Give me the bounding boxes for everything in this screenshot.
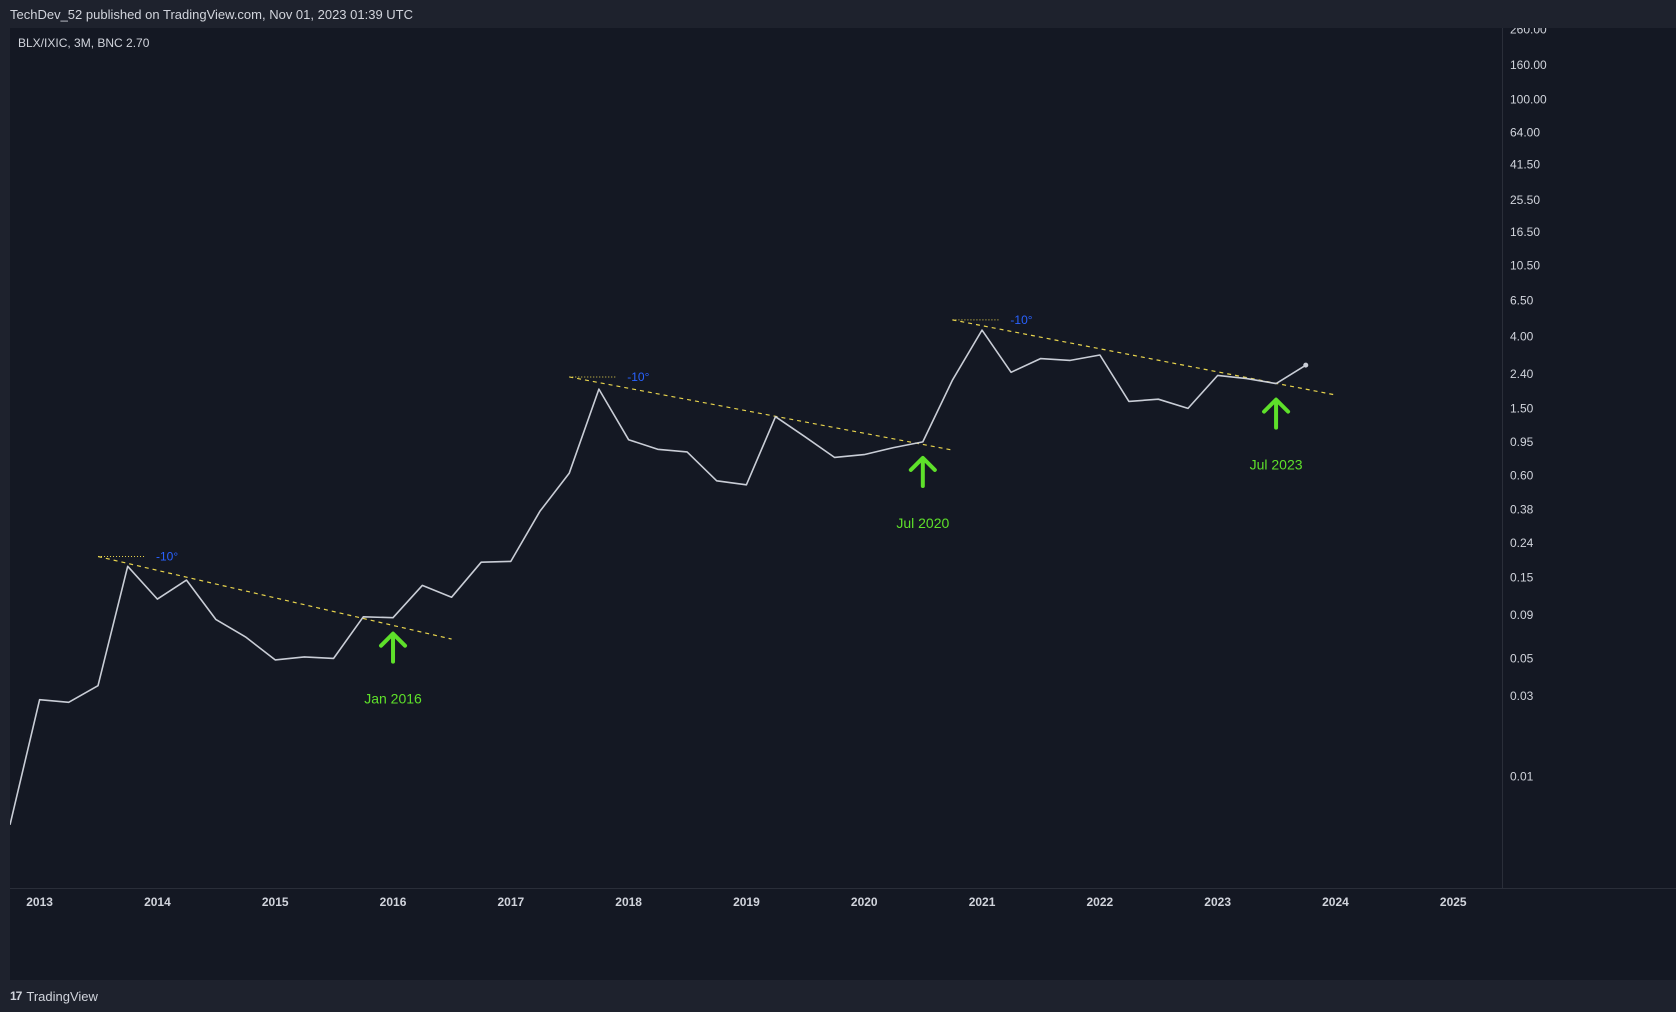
price-chart[interactable]: 260.00 160.00 100.00 64.00 41.50 25.50 16.50 10… [10, 28, 1676, 980]
y-tick-label: 0.24 [1510, 536, 1534, 550]
x-tick-label: 2020 [851, 895, 878, 909]
y-tick-label: 16.50 [1510, 225, 1540, 239]
x-tick-label: 2025 [1440, 895, 1467, 909]
price-axis-panel[interactable] [1502, 28, 1676, 980]
annotation-label: Jul 2020 [896, 515, 949, 531]
up-arrow-icon [1262, 397, 1291, 430]
tradingview-logo[interactable]: 17 TradingView [10, 988, 98, 1004]
tradingview-logo-text: TradingView [26, 988, 98, 1004]
y-tick-label: 0.38 [1510, 502, 1534, 516]
x-tick-label: 2017 [497, 895, 524, 909]
trendline[interactable] [97, 555, 452, 640]
y-tick-label: 0.60 [1510, 469, 1534, 483]
price-line[interactable] [10, 329, 1307, 825]
x-tick-label: 2013 [26, 895, 53, 909]
y-tick-label: 1.50 [1510, 401, 1534, 415]
footer-bar: 17 TradingView [0, 980, 1676, 1012]
x-tick-label: 2014 [144, 895, 171, 909]
trendline[interactable] [569, 376, 953, 451]
angle-label: -10° [627, 370, 649, 384]
x-tick-label: 2024 [1322, 895, 1349, 909]
symbol-legend[interactable]: BLX/IXIC, 3M, BNC 2.70 [18, 36, 150, 50]
y-tick-label: 64.00 [1510, 125, 1540, 139]
y-tick-label: 4.00 [1510, 329, 1534, 343]
y-tick-label: 2.40 [1510, 367, 1534, 381]
x-tick-label: 2018 [615, 895, 642, 909]
x-tick-label: 2016 [380, 895, 407, 909]
chart-area[interactable]: 260.00 160.00 100.00 64.00 41.50 25.50 16.50 10… [10, 28, 1676, 980]
y-tick-label: 6.50 [1510, 294, 1534, 308]
x-tick-label: 2021 [969, 895, 996, 909]
annotation-label: Jul 2023 [1250, 457, 1303, 473]
y-tick-label: 0.15 [1510, 571, 1534, 585]
y-tick-label: 100.00 [1510, 93, 1547, 107]
x-tick-label: 2015 [262, 895, 289, 909]
y-tick-label: 0.95 [1510, 435, 1534, 449]
up-arrow-icon [379, 631, 408, 664]
header-bar: TechDev_52 published on TradingView.com,… [0, 0, 1676, 28]
up-arrow-icon [908, 455, 937, 488]
x-tick-label: 2023 [1204, 895, 1231, 909]
last-price-point [1303, 362, 1309, 368]
y-tick-label: 0.09 [1510, 608, 1534, 622]
y-tick-label: 25.50 [1510, 193, 1540, 207]
x-tick-label: 2019 [733, 895, 760, 909]
y-tick-label: 41.50 [1510, 157, 1540, 171]
annotation-label: Jan 2016 [364, 691, 422, 707]
y-tick-label: 0.05 [1510, 651, 1534, 665]
angle-label: -10° [156, 549, 178, 563]
published-text: TechDev_52 published on TradingView.com,… [10, 7, 414, 22]
y-tick-label: 10.50 [1510, 258, 1540, 272]
tradingview-logo-icon: 17 [10, 989, 22, 1003]
y-tick-label: 0.01 [1510, 770, 1534, 784]
x-tick-label: 2022 [1086, 895, 1113, 909]
y-tick-label: 0.03 [1510, 689, 1534, 703]
y-tick-label: 260.00 [1510, 28, 1547, 36]
trendline[interactable] [952, 319, 1336, 396]
angle-label: -10° [1010, 313, 1032, 327]
y-tick-label: 160.00 [1510, 58, 1547, 72]
